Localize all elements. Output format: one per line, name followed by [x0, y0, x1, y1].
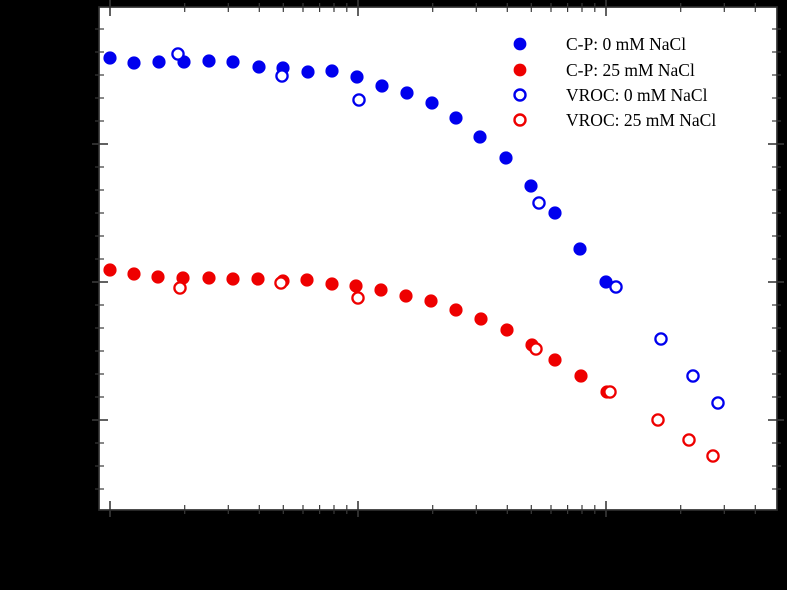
series-vroc-25-mm-nacl — [173, 276, 720, 463]
data-points — [103, 47, 725, 463]
plot-area — [99, 7, 777, 510]
legend-label-vroc-0mm: VROC: 0 mM NaCl — [566, 85, 708, 105]
legend-label-cp-25mm: C-P: 25 mM NaCl — [566, 60, 695, 80]
axes-spines — [98, 6, 778, 511]
legend: C-P: 0 mM NaCl C-P: 25 mM NaCl VROC: 0 m… — [513, 34, 716, 130]
legend-marker-2 — [513, 88, 527, 102]
legend-marker-0 — [513, 37, 527, 51]
series-vroc-0-mm-nacl — [171, 47, 725, 410]
legend-label-cp-0mm: C-P: 0 mM NaCl — [566, 34, 686, 54]
legend-marker-3 — [513, 113, 527, 127]
legend-marker-1 — [513, 63, 527, 77]
legend-label-vroc-25mm: VROC: 25 mM NaCl — [566, 110, 716, 130]
legend-markers — [513, 37, 527, 127]
series-c-p-25-mm-nacl — [103, 263, 614, 399]
series-c-p-0-mm-nacl — [103, 51, 613, 289]
